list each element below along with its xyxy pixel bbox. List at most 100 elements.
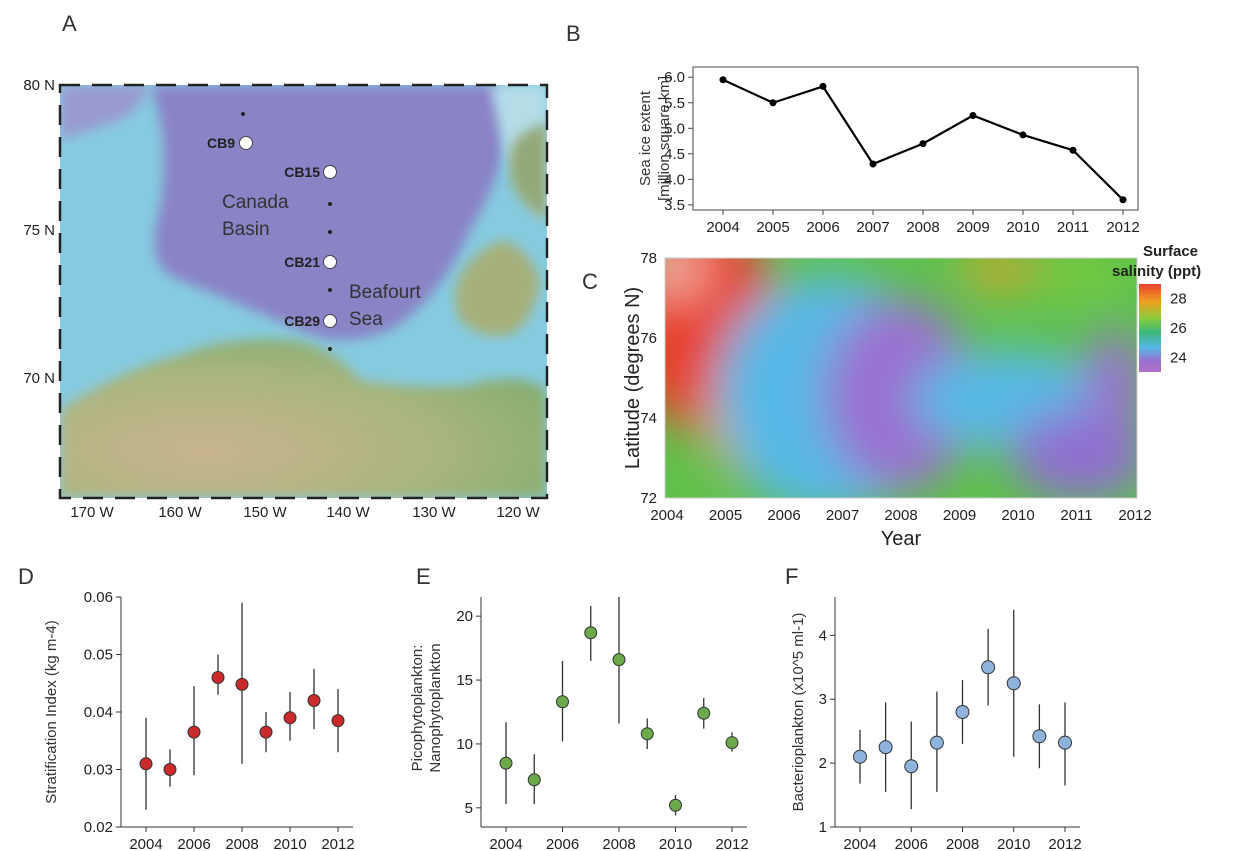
chart-f-bacterioplankton: 123420042006200820102012YearBacterioplan…	[790, 597, 1082, 851]
data-point	[669, 798, 682, 812]
map-panel: 80 N 75 N 70 N 170 W 160 W 150 W 140 W 130 W 120…	[23, 77, 549, 521]
legend-tick-label: 24	[1170, 349, 1187, 366]
data-point	[904, 759, 919, 774]
sea-ice-point	[1069, 146, 1077, 154]
x-tick-label: 2004	[650, 507, 683, 524]
data-point	[331, 714, 345, 728]
y-tick-label: 15	[456, 672, 473, 689]
chart-c-ylabel: Latitude (degrees N)	[622, 287, 644, 469]
chart-b-ylabel-line2: [million square km]	[656, 76, 673, 201]
sea-ice-point	[1119, 196, 1127, 204]
chart-b-ylabel-line1: Sea ice extent	[637, 90, 654, 186]
panel-label-f: F	[785, 564, 798, 589]
x-tick-label: 2006	[767, 507, 800, 524]
chart-b-sea-ice: 3.5 4.0 4.5 5.0 5.5 6.0 2004 2005 2006 2007 2008 20…	[637, 66, 1140, 236]
y-tick-label: 0.02	[84, 819, 113, 836]
x-tick-label: 2005	[756, 219, 789, 236]
map-lat-label: 70 N	[23, 370, 55, 387]
data-point	[259, 725, 273, 739]
y-tick-label: 78	[640, 250, 657, 267]
region-label-basin: Basin	[222, 219, 270, 240]
data-point	[853, 749, 867, 764]
x-tick-label: 2010	[1001, 507, 1034, 524]
y-tick-label: 74	[640, 410, 657, 427]
sea-ice-line	[722, 78, 1124, 201]
map-lon-label: 160 W	[158, 504, 202, 521]
station-cb9-label: CB9	[207, 135, 235, 151]
chart-f-ylabel: Bacterioplankton (x10^5 ml-1)	[790, 613, 807, 812]
x-tick-label: 2006	[895, 836, 928, 851]
x-tick-label: 2008	[906, 219, 939, 236]
x-tick-label: 2010	[273, 836, 306, 851]
x-tick-label: 2008	[884, 507, 917, 524]
data-point	[187, 725, 201, 739]
chart-e-ylabel-line2: Nanophytoplankton	[427, 643, 444, 772]
station-cb21-label: CB21	[284, 254, 320, 270]
x-tick-label: 2012	[1118, 507, 1151, 524]
region-label-canada: Canada	[222, 192, 289, 213]
panel-label-d: D	[18, 564, 34, 589]
chart-b-frame	[692, 66, 1139, 211]
station-cb15-marker	[323, 165, 337, 179]
x-tick-label: 2012	[715, 836, 748, 851]
x-tick-label: 2009	[943, 507, 976, 524]
region-label-sea: Sea	[349, 309, 383, 330]
x-tick-label: 2006	[177, 836, 210, 851]
data-point	[584, 626, 598, 640]
station-cb29-label: CB29	[284, 313, 320, 329]
map-lon-label: 120 W	[496, 504, 540, 521]
y-tick-label: 3.5	[664, 197, 685, 214]
y-tick-label: 3	[819, 691, 827, 708]
region-label-beafourt: Beafourt	[349, 282, 422, 303]
data-point	[929, 735, 944, 750]
sea-ice-point	[919, 140, 927, 148]
data-point	[955, 705, 970, 719]
data-point	[211, 671, 225, 684]
y-tick-label: 5.0	[664, 120, 685, 137]
map-lat-label: 75 N	[23, 222, 55, 239]
x-tick-label: 2004	[843, 836, 876, 851]
sea-ice-point	[719, 76, 727, 84]
panel-label-c: C	[582, 269, 598, 294]
x-tick-label: 2007	[856, 219, 889, 236]
data-point	[139, 757, 153, 771]
legend-tick-label: 28	[1170, 291, 1187, 308]
panel-label-e: E	[416, 564, 431, 589]
data-point	[878, 740, 893, 755]
map-lon-label: 130 W	[412, 504, 456, 521]
y-tick-label: 4.0	[664, 171, 685, 188]
station-cb21-marker	[323, 255, 337, 269]
y-tick-label: 72	[640, 490, 657, 507]
x-tick-label: 2005	[709, 507, 742, 524]
chart-e-ylabel-line1: Picophytoplankton:	[409, 645, 426, 772]
panel-label-a: A	[62, 11, 77, 36]
chart-c-xlabel: Year	[881, 528, 922, 550]
x-tick-label: 2004	[489, 836, 522, 851]
map-lon-label: 140 W	[326, 504, 370, 521]
x-tick-label: 2008	[225, 836, 258, 851]
data-point	[725, 736, 739, 750]
data-point	[1006, 676, 1021, 691]
x-tick-label: 2004	[706, 219, 739, 236]
y-tick-label: 4.5	[664, 146, 685, 163]
data-point	[235, 677, 249, 691]
salinity-colorbar	[1139, 284, 1161, 372]
map-lat-label: 80 N	[23, 77, 55, 94]
x-tick-label: 2008	[946, 836, 979, 851]
y-tick-label: 2	[819, 755, 827, 772]
map-lon-label: 170 W	[70, 504, 114, 521]
y-tick-label: 5.5	[664, 95, 685, 112]
chart-d-stratification: 0.02 0.03 0.04 0.05 0.06 2004 2006 2008 2010 2012…	[43, 589, 355, 851]
x-tick-label: 2010	[997, 836, 1030, 851]
x-tick-label: 2012	[321, 836, 354, 851]
x-tick-label: 2009	[956, 219, 989, 236]
y-tick-label: 4	[819, 627, 827, 644]
chart-c-salinity: Surface salinity (ppt) 28 26 24 2004 2005 20…	[622, 243, 1201, 550]
sea-ice-point	[969, 112, 977, 120]
sea-ice-point	[1019, 131, 1027, 139]
x-tick-label: 2011	[1057, 219, 1089, 236]
data-point	[1058, 735, 1072, 750]
y-tick-label: 6.0	[664, 69, 685, 86]
data-point	[499, 756, 513, 770]
